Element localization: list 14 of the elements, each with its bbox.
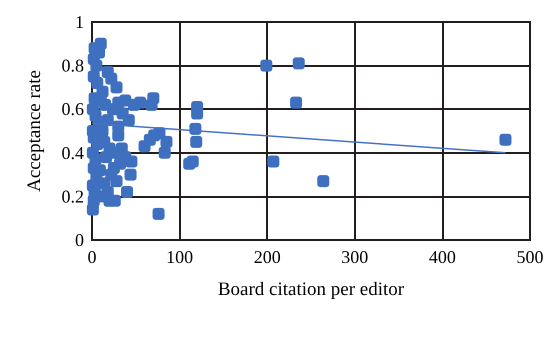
y-axis-title: Acceptance rate (24, 70, 45, 192)
y-tick-label: 0.6 (62, 99, 84, 120)
x-tick-label: 500 (516, 247, 544, 267)
x-tick-label: 300 (341, 247, 368, 267)
y-tick-label: 0.2 (62, 186, 84, 206)
y-tick-label: 0.4 (62, 142, 84, 163)
x-tick-label: 0 (88, 247, 96, 267)
y-tick-label: 0.8 (62, 56, 84, 76)
y-tick-label: 1 (75, 12, 84, 32)
x-tick-label: 200 (254, 247, 281, 267)
y-tick-label: 0 (75, 230, 84, 250)
x-tick-label: 100 (166, 247, 194, 267)
x-tick-label: 400 (428, 247, 456, 267)
x-axis-title: Board citation per editor (218, 279, 405, 300)
